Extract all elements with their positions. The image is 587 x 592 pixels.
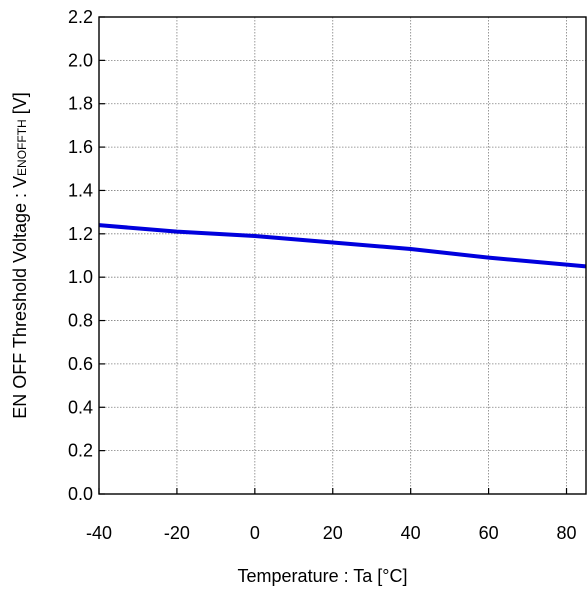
y-tick-label: 2.2 bbox=[68, 7, 93, 27]
grid bbox=[99, 17, 586, 494]
series-layer bbox=[98, 223, 587, 269]
y-axis-label: EN OFF Threshold Voltage : VENOFFTH [V] bbox=[10, 92, 30, 418]
y-axis-label-unit: [V] bbox=[10, 92, 30, 119]
y-tick-label: 1.6 bbox=[68, 137, 93, 157]
y-axis-label-main: EN OFF Threshold Voltage : V bbox=[10, 176, 30, 419]
y-tick-label: 0.2 bbox=[68, 441, 93, 461]
series-line bbox=[98, 223, 587, 269]
y-tick-label: 1.2 bbox=[68, 224, 93, 244]
y-axis-ticks: 0.0 0.2 0.4 0.6 0.8 1.0 1.2 1.4 1.6 1.8 2.0 2.2 bbox=[68, 7, 105, 504]
y-tick-label: 2.0 bbox=[68, 50, 93, 70]
y-tick-label: 0.6 bbox=[68, 354, 93, 374]
y-tick-label: 0.4 bbox=[68, 397, 93, 417]
plot-area-frame bbox=[98, 16, 587, 495]
y-tick-label: 1.4 bbox=[68, 180, 93, 200]
x-tick-label: -40 bbox=[86, 523, 112, 543]
y-tick-label: 1.8 bbox=[68, 94, 93, 114]
y-tick-label: 0.0 bbox=[68, 484, 93, 504]
x-tick-label: 80 bbox=[557, 523, 577, 543]
y-axis-label-subscript: ENOFFTH bbox=[15, 119, 29, 176]
y-tick-label: 0.8 bbox=[68, 311, 93, 331]
x-axis-label: Temperature : Ta [°C] bbox=[238, 566, 408, 586]
x-tick-label: -20 bbox=[164, 523, 190, 543]
x-axis-ticks: -40 -20 0 20 40 60 80 bbox=[86, 488, 577, 543]
x-tick-label: 20 bbox=[323, 523, 343, 543]
x-tick-label: 60 bbox=[479, 523, 499, 543]
x-tick-label: 0 bbox=[250, 523, 260, 543]
y-tick-label: 1.0 bbox=[68, 267, 93, 287]
x-tick-label: 40 bbox=[401, 523, 421, 543]
